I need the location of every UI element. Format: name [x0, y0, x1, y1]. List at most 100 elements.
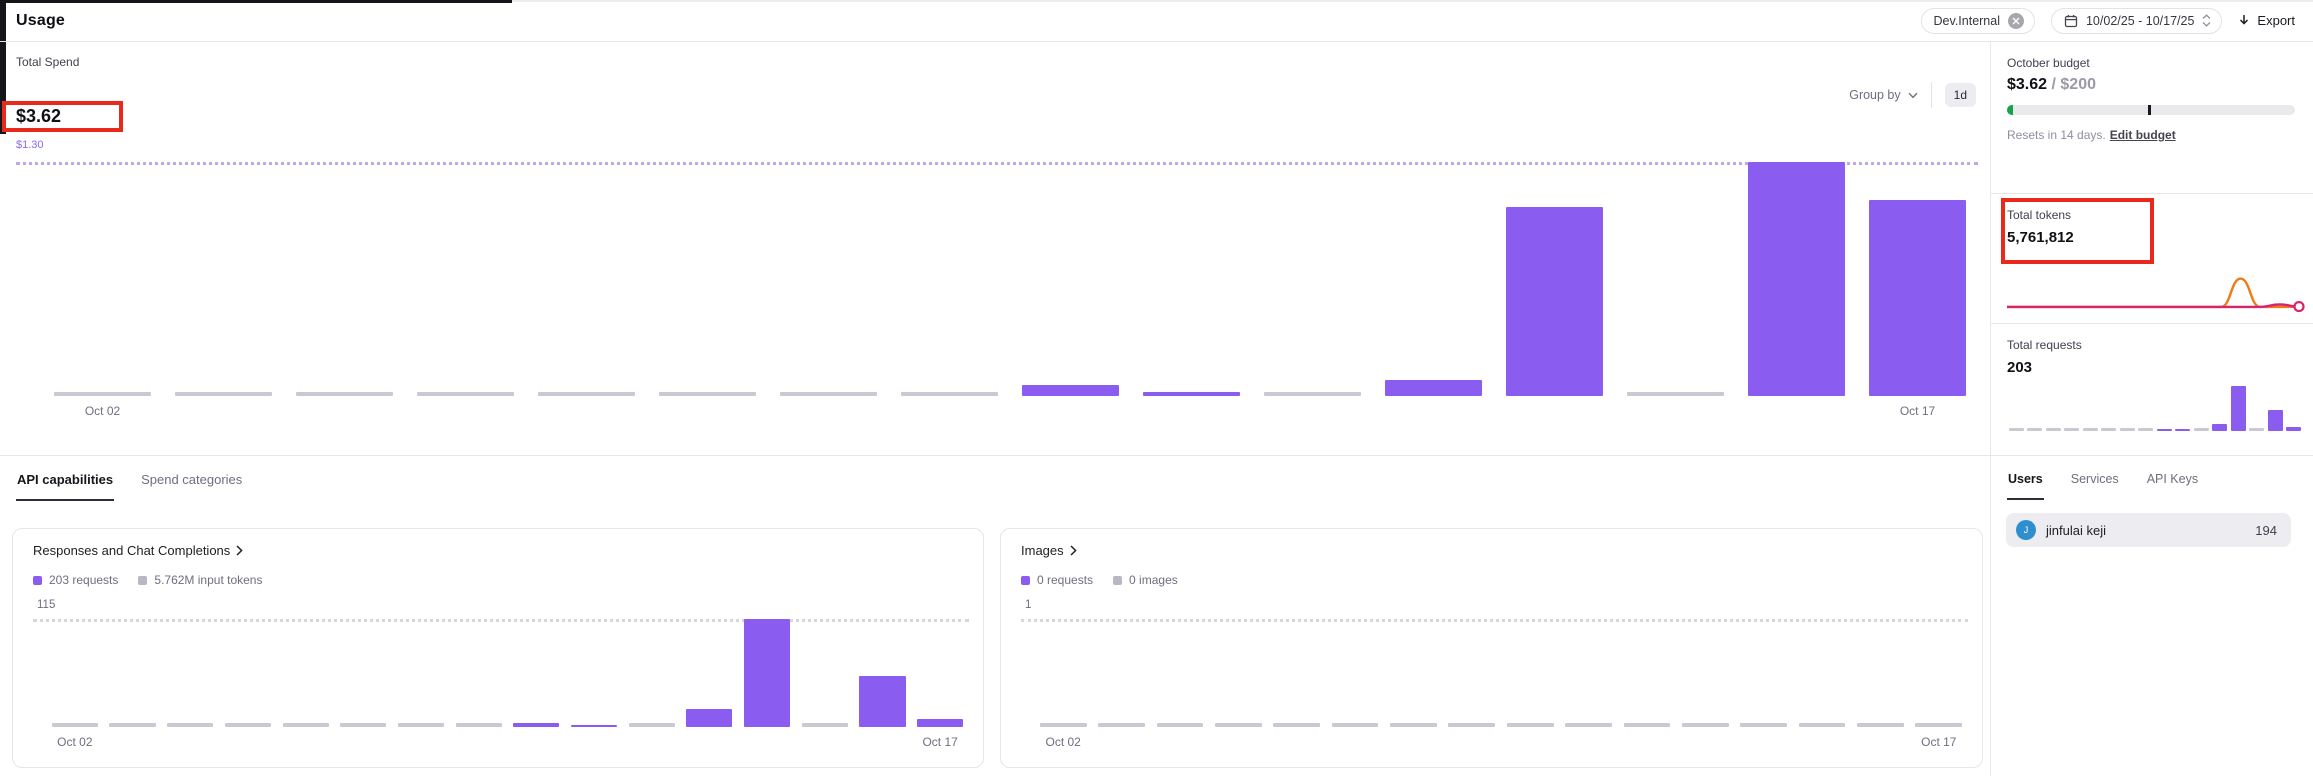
- legend-label: 5.762M input tokens: [154, 573, 263, 587]
- usage-bar[interactable]: [917, 718, 964, 727]
- remove-filter-icon[interactable]: [2007, 12, 2024, 29]
- spend-chart-x-axis: Oct 02 Oct 17: [42, 404, 1978, 420]
- header-controls: Dev.Internal 10/02/25 - 10/17/25 Export: [1920, 7, 2295, 34]
- chart-slot: [2063, 386, 2082, 431]
- usage-bar[interactable]: [2175, 428, 2191, 431]
- x-axis-start-label: Oct 02: [84, 404, 121, 418]
- zero-value-dash: [2064, 428, 2080, 431]
- usage-bar[interactable]: [2267, 409, 2283, 431]
- chart-slot: [508, 619, 566, 727]
- chart-slot: [854, 619, 912, 727]
- project-filter-label: Dev.Internal: [1933, 13, 2000, 28]
- edit-budget-link[interactable]: Edit budget: [2109, 128, 2176, 142]
- zero-value-dash: [455, 723, 502, 727]
- granularity-1d-button[interactable]: 1d: [1944, 83, 1976, 107]
- usage-bar[interactable]: [1869, 199, 1966, 396]
- reference-dotted-line: [16, 162, 1978, 165]
- zero-value-dash: [1506, 723, 1554, 727]
- usage-bar[interactable]: [513, 723, 560, 727]
- group-by-label: Group by: [1849, 88, 1901, 102]
- breakdown-section: Users Services API Keys J jinfulai keji …: [1991, 455, 2313, 776]
- zero-value-dash: [1740, 723, 1788, 727]
- chart-slot: [163, 162, 284, 396]
- card-dotted-gridline: [33, 619, 969, 622]
- images-bar-chart: [1034, 619, 1968, 727]
- zero-value-dash: [1565, 723, 1612, 727]
- chart-slot: [1092, 619, 1150, 727]
- usage-bar[interactable]: [744, 619, 791, 727]
- user-avatar: J: [2016, 520, 2036, 540]
- sparkline-endpoint-marker: [2293, 300, 2305, 313]
- tab-users[interactable]: Users: [2007, 456, 2044, 500]
- chart-slot: [392, 619, 450, 727]
- capabilities-region: API capabilities Spend categories Respon…: [0, 455, 1990, 776]
- y-max-label: 1: [1025, 599, 1032, 611]
- usage-bar[interactable]: [686, 709, 733, 727]
- card-title-link[interactable]: Responses and Chat Completions: [33, 543, 243, 558]
- chart-slot: [104, 619, 162, 727]
- usage-bar[interactable]: [859, 676, 906, 727]
- usage-bar[interactable]: [1506, 207, 1603, 396]
- export-button[interactable]: Export: [2238, 13, 2295, 28]
- group-by-dropdown[interactable]: Group by: [1849, 88, 1918, 102]
- date-range-label: 10/02/25 - 10/17/25: [2085, 13, 2195, 28]
- usage-bar[interactable]: [570, 724, 618, 727]
- chart-slot: [1131, 162, 1252, 396]
- card-dotted-gridline: [1021, 619, 1968, 622]
- chart-slot: [1851, 619, 1909, 727]
- budget-pace-marker: [2148, 105, 2151, 115]
- user-list-item[interactable]: J jinfulai keji 194: [2006, 513, 2291, 547]
- project-filter-pill[interactable]: Dev.Internal: [1920, 7, 2035, 34]
- chart-slot: [2192, 386, 2211, 431]
- usage-bar[interactable]: [2286, 427, 2302, 431]
- chart-slot: [768, 162, 889, 396]
- sparkline-base-series: [2007, 303, 2300, 309]
- images-card: Images 0 requests 0 images 1 Oct 02: [1000, 528, 1983, 768]
- zero-value-dash: [167, 723, 214, 727]
- zero-value-dash: [282, 723, 329, 727]
- zero-value-dash: [659, 392, 756, 396]
- requests-mini-bar-chart: [2007, 386, 2303, 431]
- tab-api-capabilities[interactable]: API capabilities: [16, 456, 115, 501]
- chart-slot: [1910, 619, 1968, 727]
- chart-slot: [46, 619, 104, 727]
- chart-slot: [1252, 162, 1373, 396]
- chart-slot: [1010, 162, 1131, 396]
- date-range-picker[interactable]: 10/02/25 - 10/17/25: [2050, 7, 2223, 34]
- tab-services[interactable]: Services: [2070, 472, 2119, 486]
- tab-spend-categories[interactable]: Spend categories: [141, 472, 243, 487]
- zero-value-dash: [538, 392, 635, 396]
- chart-slot: [738, 619, 796, 727]
- tab-api-keys[interactable]: API Keys: [2146, 472, 2199, 486]
- zero-value-dash: [417, 392, 514, 396]
- chart-slot: [1615, 162, 1736, 396]
- chart-slot: [1034, 619, 1092, 727]
- zero-value-dash: [1331, 723, 1379, 727]
- download-arrow-icon: [2238, 14, 2250, 27]
- usage-bar[interactable]: [1748, 162, 1845, 396]
- chart-slot: [2044, 386, 2063, 431]
- total-requests-label: Total requests: [2007, 338, 2082, 352]
- chart-slot: [1268, 619, 1326, 727]
- usage-bar[interactable]: [2230, 386, 2246, 431]
- chart-slot: [796, 619, 854, 727]
- chart-slot: [2174, 386, 2193, 431]
- resets-text: Resets in 14 days.: [2007, 128, 2106, 142]
- total-spend-panel: Total Spend $3.62 $1.30 Group by 1d Oct …: [0, 42, 1990, 455]
- usage-bar[interactable]: [1022, 385, 1119, 396]
- usage-bar[interactable]: [1143, 392, 1240, 396]
- x-axis-end-label: Oct 17: [1899, 404, 1936, 418]
- page-title: Usage: [16, 11, 66, 29]
- usage-bar[interactable]: [1385, 379, 1482, 396]
- usage-bar[interactable]: [2212, 423, 2228, 431]
- chart-controls: Group by 1d: [1849, 82, 1976, 108]
- zero-value-dash: [54, 392, 151, 396]
- chart-slot: [405, 162, 526, 396]
- controls-divider: [1930, 82, 1932, 108]
- legend-swatch-purple: [1021, 575, 1030, 585]
- usage-bar[interactable]: [2156, 428, 2172, 431]
- zero-value-dash: [2027, 428, 2043, 431]
- zero-value-dash: [2138, 428, 2154, 431]
- card-title-link[interactable]: Images: [1021, 543, 1077, 558]
